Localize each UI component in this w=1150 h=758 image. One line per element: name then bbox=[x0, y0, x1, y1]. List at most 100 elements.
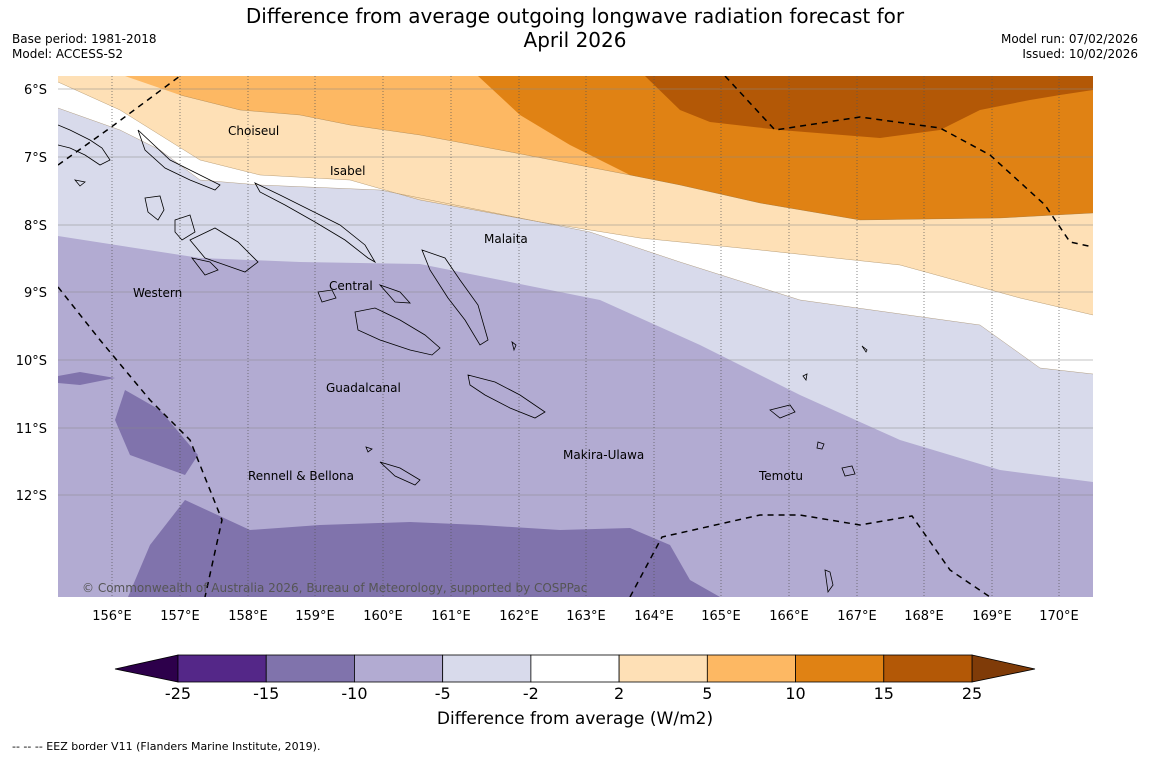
model-name: Model: ACCESS-S2 bbox=[12, 47, 124, 61]
contour-lines bbox=[58, 81, 1093, 375]
lon-label: 164°E bbox=[634, 609, 674, 624]
band-plus15-plus25 bbox=[645, 76, 1093, 138]
colorbar-segments bbox=[177, 654, 973, 683]
colorbar-tick-label: 25 bbox=[962, 684, 982, 703]
bellona-island bbox=[365, 446, 373, 453]
coastlines bbox=[58, 124, 868, 594]
lat-label: 10°S bbox=[16, 354, 47, 369]
vanuatu-islands bbox=[824, 569, 834, 594]
santa-cruz-island bbox=[769, 404, 796, 419]
lon-label: 158°E bbox=[228, 609, 268, 624]
lat-label: 12°S bbox=[16, 489, 47, 504]
colorbar-ticks: -25 -15 -10 -5 -2 2 5 10 15 25 bbox=[165, 684, 982, 703]
band-minus15-minus10-c bbox=[128, 500, 720, 597]
colorbar-extend-low bbox=[114, 654, 179, 683]
colorbar-tick-label: -10 bbox=[341, 684, 367, 703]
colorbar-label: Difference from average (W/m2) bbox=[436, 709, 714, 729]
lon-label: 165°E bbox=[701, 609, 741, 624]
lat-label: 6°S bbox=[24, 83, 47, 98]
vella-lavella-island bbox=[144, 195, 165, 221]
region-isabel: Isabel bbox=[330, 164, 365, 178]
region-western: Western bbox=[133, 286, 182, 300]
lon-label: 166°E bbox=[769, 609, 809, 624]
latitude-labels: 6°S 7°S 8°S 9°S 10°S 11°S 12°S bbox=[16, 83, 47, 504]
region-temotu: Temotu bbox=[758, 469, 803, 483]
meta-left: Base period: 1981-2018 Model: ACCESS-S2 bbox=[12, 32, 157, 62]
new-georgia-island bbox=[189, 227, 259, 273]
colorbar-segment bbox=[706, 654, 796, 683]
region-rennell-bellona: Rennell & Bellona bbox=[248, 469, 354, 483]
colorbar-segment bbox=[795, 654, 885, 683]
florida-islands bbox=[378, 284, 411, 304]
lon-label: 167°E bbox=[837, 609, 877, 624]
lon-label: 156°E bbox=[92, 609, 132, 624]
region-choiseul: Choiseul bbox=[228, 124, 279, 138]
base-period: Base period: 1981-2018 bbox=[12, 32, 157, 46]
guadalcanal-island bbox=[354, 307, 441, 356]
lat-label: 11°S bbox=[16, 422, 47, 437]
colorbar-tick-label: -25 bbox=[165, 684, 191, 703]
shortland-islands bbox=[73, 179, 86, 187]
russell-islands bbox=[317, 289, 337, 303]
lon-label: 159°E bbox=[295, 609, 335, 624]
lon-label: 162°E bbox=[499, 609, 539, 624]
region-makira-ulawa: Makira-Ulawa bbox=[563, 448, 644, 462]
colorbar-segment bbox=[177, 654, 267, 683]
eez-footnote: -- -- -- EEZ border V11 (Flanders Marine… bbox=[12, 740, 321, 753]
lon-label: 157°E bbox=[160, 609, 200, 624]
lat-label: 8°S bbox=[24, 219, 47, 234]
eez-border bbox=[58, 76, 1093, 597]
colorbar-tick-label: 10 bbox=[785, 684, 805, 703]
region-labels: Choiseul Isabel Malaita Western Central … bbox=[133, 124, 803, 483]
isabel-island bbox=[254, 182, 377, 264]
reef-islands bbox=[861, 345, 868, 353]
lat-grid bbox=[58, 88, 1093, 496]
map-title-line-1: Difference from average outgoing longwav… bbox=[245, 4, 905, 28]
makira-island bbox=[467, 374, 546, 419]
lon-label: 161°E bbox=[431, 609, 471, 624]
lon-label: 160°E bbox=[363, 609, 403, 624]
colorbar-segment bbox=[530, 654, 620, 683]
lat-label: 7°S bbox=[24, 151, 47, 166]
copyright-text: © Commonwealth of Australia 2026, Bureau… bbox=[82, 581, 587, 595]
band-minus15-minus10-b bbox=[115, 390, 198, 475]
lat-label: 9°S bbox=[24, 286, 47, 301]
region-central: Central bbox=[329, 279, 373, 293]
choiseul-island bbox=[137, 129, 221, 191]
lon-label: 163°E bbox=[566, 609, 606, 624]
lon-label: 168°E bbox=[904, 609, 944, 624]
region-malaita: Malaita bbox=[484, 232, 528, 246]
malaita-island bbox=[421, 249, 489, 346]
colorbar-tick-label: 2 bbox=[614, 684, 624, 703]
rennell-island bbox=[379, 461, 421, 486]
map-plot-area: Choiseul Isabel Malaita Western Central … bbox=[58, 76, 1093, 597]
rendova-island bbox=[191, 257, 219, 276]
band-minus15-minus10-a bbox=[58, 372, 115, 385]
issued-date: Issued: 10/02/2026 bbox=[1022, 47, 1138, 61]
colorbar: -25 -15 -10 -5 -2 2 5 10 15 25 bbox=[114, 654, 1036, 703]
ulawa-island bbox=[511, 341, 517, 352]
colorbar-tick-label: -5 bbox=[435, 684, 451, 703]
colorbar-tick-label: -15 bbox=[253, 684, 279, 703]
colorbar-segment bbox=[442, 654, 532, 683]
colorbar-segment bbox=[883, 654, 973, 683]
temotu-island-a bbox=[841, 465, 856, 477]
map-title: Difference from average outgoing longwav… bbox=[0, 4, 1150, 52]
lon-label: 169°E bbox=[972, 609, 1012, 624]
lon-label: 170°E bbox=[1039, 609, 1079, 624]
colorbar-tick-label: -2 bbox=[523, 684, 539, 703]
colorbar-tick-label: 5 bbox=[702, 684, 712, 703]
model-run: Model run: 07/02/2026 bbox=[1000, 32, 1138, 46]
meta-right: Model run: 07/02/2026 Issued: 10/02/2026 bbox=[1001, 32, 1138, 62]
region-guadalcanal: Guadalcanal bbox=[326, 381, 401, 395]
colorbar-segment bbox=[354, 654, 444, 683]
colorbar-extend-high bbox=[971, 654, 1036, 683]
duff-islands bbox=[802, 373, 808, 381]
colorbar-tick-label: 15 bbox=[874, 684, 894, 703]
longitude-labels: 156°E 157°E 158°E 159°E 160°E 161°E 162°… bbox=[92, 609, 1079, 624]
bougainville-island bbox=[58, 124, 111, 166]
vanikoro-island bbox=[816, 441, 825, 450]
map-title-line-2: April 2026 bbox=[523, 28, 627, 52]
colorbar-segment bbox=[618, 654, 708, 683]
